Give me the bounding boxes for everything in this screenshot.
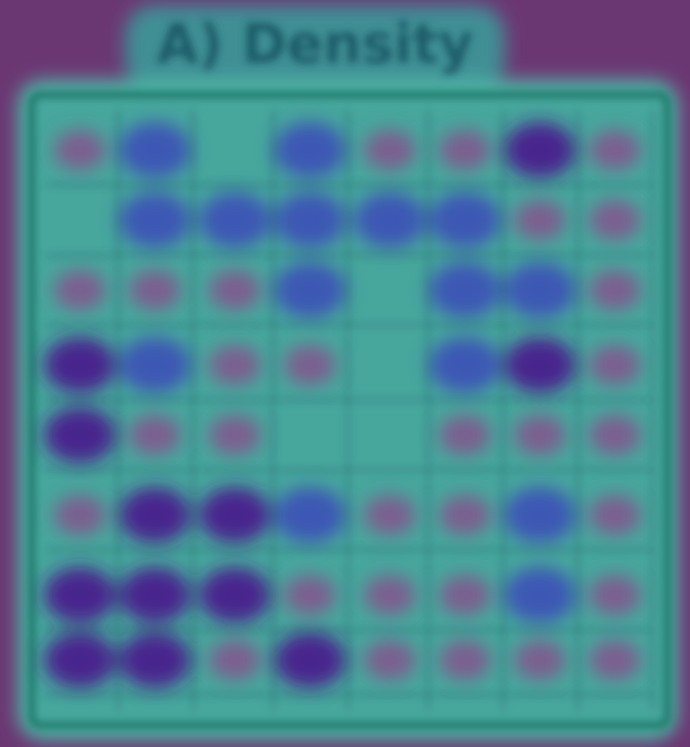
density-cell [364, 495, 416, 535]
grid-lines [45, 110, 655, 710]
density-cell [119, 632, 191, 688]
density-cell [514, 415, 566, 455]
density-cell [284, 575, 336, 615]
density-cell [589, 415, 641, 455]
density-cell [209, 415, 261, 455]
density-cell [514, 640, 566, 680]
title-tab [125, 5, 505, 90]
density-cell [504, 122, 576, 178]
density-cell [129, 270, 181, 310]
density-cell [209, 640, 261, 680]
density-cell [429, 262, 501, 318]
density-cell [514, 200, 566, 240]
density-cell [589, 345, 641, 385]
density-cell [119, 487, 191, 543]
density-cell [589, 640, 641, 680]
density-cell [44, 632, 116, 688]
density-cell [129, 415, 181, 455]
density-cell [199, 487, 271, 543]
density-cell [274, 487, 346, 543]
density-cell [284, 345, 336, 385]
density-cell [274, 262, 346, 318]
density-cell [44, 567, 116, 623]
density-cell [54, 495, 106, 535]
density-cell [119, 567, 191, 623]
title: A) Density [157, 13, 474, 76]
density-cell [439, 640, 491, 680]
density-cell [589, 270, 641, 310]
density-cell [504, 567, 576, 623]
density-cell [504, 262, 576, 318]
density-cell [439, 575, 491, 615]
density-cell [274, 192, 346, 248]
density-cell [119, 337, 191, 393]
density-cell [209, 270, 261, 310]
density-cell [274, 122, 346, 178]
density-cell [44, 407, 116, 463]
density-cell [364, 575, 416, 615]
density-cell [429, 337, 501, 393]
density-cell [589, 130, 641, 170]
density-cell [44, 337, 116, 393]
panel [28, 91, 671, 729]
density-cell [354, 192, 426, 248]
density-cell [429, 192, 501, 248]
density-cell [589, 575, 641, 615]
density-cell [209, 345, 261, 385]
density-cell [119, 122, 191, 178]
density-cell [54, 270, 106, 310]
density-cell [439, 495, 491, 535]
density-cell [274, 632, 346, 688]
density-cell [439, 130, 491, 170]
density-cell [589, 200, 641, 240]
density-cell [119, 192, 191, 248]
density-cell [54, 130, 106, 170]
density-cell [504, 487, 576, 543]
density-cell [589, 495, 641, 535]
density-cell [364, 130, 416, 170]
density-cell [364, 640, 416, 680]
density-cell [199, 567, 271, 623]
density-cells [44, 122, 641, 688]
density-cell [439, 415, 491, 455]
density-cell [504, 337, 576, 393]
density-cell [199, 192, 271, 248]
